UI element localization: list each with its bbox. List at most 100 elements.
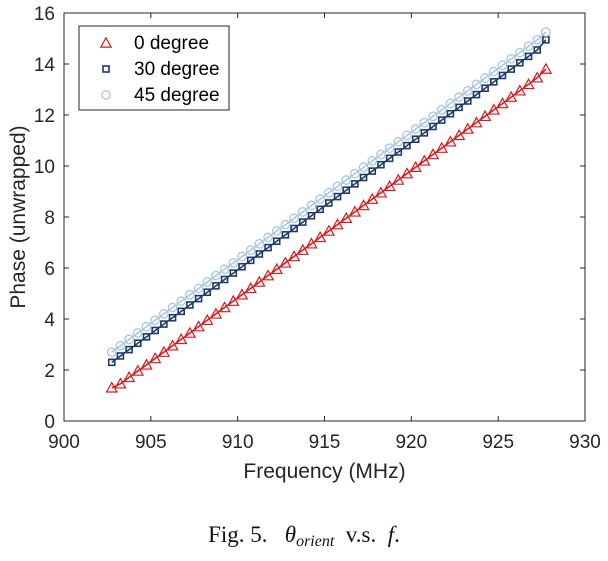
data-point bbox=[351, 180, 359, 188]
figure-caption: Fig. 5. θorient v.s. f. bbox=[0, 522, 608, 551]
data-point bbox=[410, 124, 421, 134]
caption-f: f bbox=[387, 522, 395, 547]
data-point bbox=[394, 148, 403, 156]
y-tick-label: 6 bbox=[44, 259, 55, 280]
data-point bbox=[297, 207, 308, 217]
data-point bbox=[125, 345, 133, 354]
data-point bbox=[296, 243, 310, 255]
data-point bbox=[497, 60, 508, 71]
data-point bbox=[107, 358, 116, 367]
data-point bbox=[229, 269, 238, 277]
data-point bbox=[177, 307, 186, 316]
data-point bbox=[429, 122, 437, 131]
y-tick-label: 0 bbox=[44, 412, 55, 433]
legend-label: 30 degree bbox=[134, 59, 220, 80]
data-point bbox=[290, 224, 298, 233]
data-point bbox=[368, 167, 377, 175]
data-point bbox=[175, 332, 188, 345]
data-point bbox=[264, 243, 272, 252]
data-point bbox=[366, 192, 379, 204]
data-point bbox=[462, 85, 473, 96]
data-point bbox=[383, 179, 396, 192]
y-tick-label: 14 bbox=[34, 55, 56, 76]
data-point bbox=[481, 84, 489, 93]
data-point bbox=[254, 238, 265, 249]
data-point bbox=[114, 377, 127, 389]
phase-frequency-chart: 900 905 910 915 920 925 930 0 2 4 6 8 10 12 14 16 Freque… bbox=[7, 4, 601, 483]
caption-vs: v.s. bbox=[345, 522, 377, 547]
data-point bbox=[376, 149, 386, 160]
data-point bbox=[115, 340, 126, 351]
data-point bbox=[253, 275, 266, 287]
data-point bbox=[541, 27, 551, 37]
data-point bbox=[539, 62, 553, 74]
data-point bbox=[341, 175, 352, 185]
data-point bbox=[504, 90, 518, 102]
data-point bbox=[246, 256, 255, 265]
legend-marker-circle bbox=[101, 90, 111, 100]
data-point bbox=[524, 52, 533, 61]
legend: 0 degree 30 degree 45 degree bbox=[78, 25, 230, 111]
data-point bbox=[228, 258, 239, 268]
data-point bbox=[437, 116, 446, 124]
x-tick-label: 905 bbox=[135, 432, 167, 453]
data-point bbox=[245, 245, 256, 255]
x-tick-label: 925 bbox=[482, 432, 514, 453]
data-point bbox=[287, 250, 301, 262]
data-point bbox=[202, 277, 213, 287]
data-point bbox=[428, 111, 438, 122]
data-point bbox=[490, 78, 498, 86]
data-point bbox=[131, 364, 145, 376]
data-point bbox=[168, 313, 177, 322]
data-point bbox=[487, 103, 501, 115]
y-axis-label: Phase (unwrapped) bbox=[7, 125, 30, 308]
data-point bbox=[455, 103, 463, 112]
data-point bbox=[237, 251, 247, 262]
data-point bbox=[516, 58, 524, 67]
axes: 900 905 910 915 920 925 930 0 2 4 6 8 10 12 14 16 Freque… bbox=[7, 4, 601, 483]
data-point bbox=[160, 320, 168, 328]
data-point bbox=[515, 47, 525, 58]
y-tick-label: 8 bbox=[44, 208, 55, 229]
data-point bbox=[513, 84, 527, 96]
data-point bbox=[523, 41, 534, 52]
data-point bbox=[480, 73, 490, 83]
data-point bbox=[478, 109, 492, 122]
data-point bbox=[498, 71, 507, 80]
data-point bbox=[218, 301, 231, 313]
data-point bbox=[116, 352, 125, 360]
data-point bbox=[367, 156, 378, 166]
data-point bbox=[151, 326, 159, 335]
data-point bbox=[411, 135, 420, 144]
data-point bbox=[463, 97, 472, 105]
data-point bbox=[201, 313, 214, 326]
data-point bbox=[141, 321, 152, 332]
series-triangle bbox=[105, 62, 553, 393]
data-point bbox=[167, 302, 178, 313]
data-point bbox=[393, 136, 404, 147]
data-point bbox=[418, 154, 431, 166]
data-point bbox=[506, 54, 517, 64]
data-point bbox=[377, 160, 385, 169]
data-point bbox=[531, 71, 544, 83]
legend-label: 45 degree bbox=[134, 85, 220, 106]
data-point bbox=[348, 205, 362, 217]
x-tick-label: 915 bbox=[309, 432, 341, 453]
legend-label: 0 degree bbox=[134, 33, 209, 54]
plot-area bbox=[105, 27, 553, 393]
data-point bbox=[426, 148, 440, 160]
legend-box bbox=[78, 25, 230, 111]
data-point bbox=[193, 283, 204, 294]
series-circle bbox=[106, 27, 551, 357]
legend-marker-triangle bbox=[99, 36, 113, 48]
data-point bbox=[452, 128, 466, 141]
caption-subscript: orient bbox=[296, 533, 335, 550]
data-point bbox=[471, 79, 482, 90]
data-point bbox=[532, 34, 543, 45]
x-axis-label: Frequency (MHz) bbox=[243, 460, 405, 483]
data-point bbox=[307, 211, 316, 220]
data-point bbox=[211, 270, 221, 281]
data-point bbox=[185, 289, 195, 300]
data-point bbox=[322, 224, 336, 236]
data-point bbox=[313, 230, 327, 243]
